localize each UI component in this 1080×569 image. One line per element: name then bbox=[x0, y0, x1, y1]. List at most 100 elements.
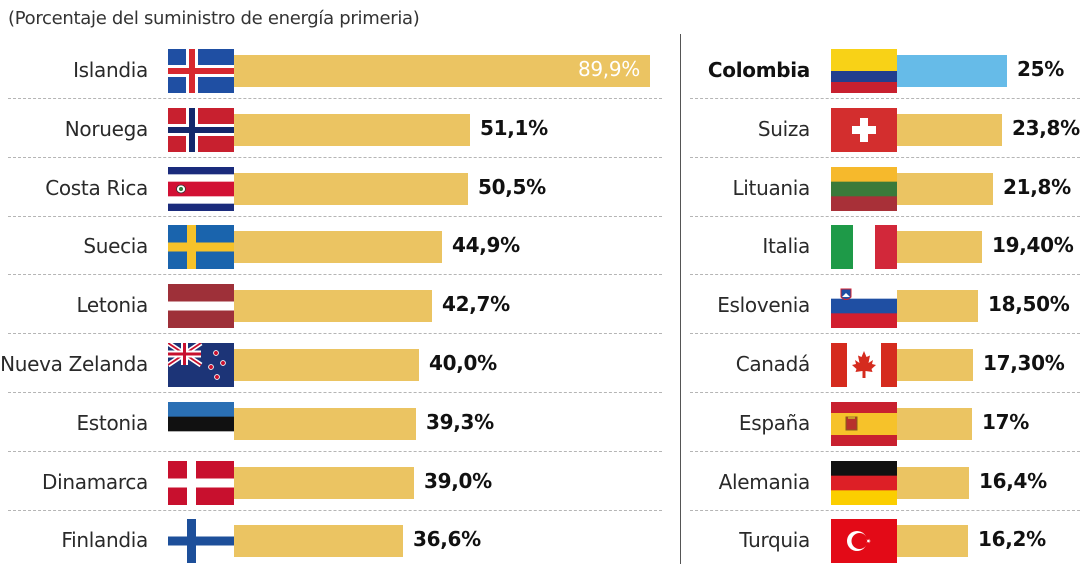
bar bbox=[234, 231, 442, 264]
row-separator bbox=[8, 450, 662, 452]
new-zealand-flag-icon bbox=[168, 343, 234, 387]
data-label: 25% bbox=[1017, 57, 1064, 81]
data-label: 39,3% bbox=[426, 409, 494, 434]
category-label: Estonia bbox=[76, 410, 148, 435]
bar bbox=[897, 231, 982, 264]
data-label: 21,8% bbox=[1003, 174, 1071, 199]
bar-row: Islandia 89,9% bbox=[8, 41, 662, 99]
bar-row: Dinamarca 39,0% bbox=[8, 453, 662, 511]
estonia-flag-icon bbox=[168, 401, 234, 446]
category-label: Alemania bbox=[718, 469, 811, 494]
row-separator bbox=[690, 333, 1080, 335]
bar-row: Suecia 44,9% bbox=[8, 217, 662, 276]
category-label: Islandia bbox=[73, 58, 148, 82]
bar-row: Finlandia 36,6% bbox=[8, 511, 662, 569]
bar bbox=[234, 349, 419, 381]
data-label: 44,9% bbox=[452, 233, 520, 258]
data-label: 50,5% bbox=[478, 174, 546, 199]
bar bbox=[897, 113, 1002, 146]
bar-row: Noruega 51,1% bbox=[8, 100, 662, 158]
category-label: Suiza bbox=[757, 116, 810, 141]
bar bbox=[234, 466, 414, 499]
costa-rica-flag-icon bbox=[168, 166, 234, 211]
bar-row: Lituania 21,8% bbox=[690, 159, 1080, 217]
data-label: 17,30% bbox=[983, 351, 1065, 375]
row-separator bbox=[690, 392, 1080, 393]
bar-row: Estonia 39,3% bbox=[8, 394, 662, 452]
category-label: Canadá bbox=[735, 352, 811, 376]
data-label: 19,40% bbox=[992, 233, 1074, 258]
bar bbox=[897, 407, 972, 440]
row-separator bbox=[8, 274, 662, 276]
turkey-flag-icon bbox=[831, 519, 897, 564]
category-label: Italia bbox=[762, 234, 810, 259]
category-label: Dinamarca bbox=[42, 469, 148, 494]
category-label: Noruega bbox=[64, 116, 149, 141]
bar bbox=[234, 172, 468, 205]
bar-row: Letonia 42,7% bbox=[8, 276, 662, 335]
spain-flag-icon bbox=[831, 401, 897, 446]
data-label: 51,1% bbox=[480, 115, 548, 140]
latvia-flag-icon bbox=[168, 284, 234, 329]
category-label: Turquia bbox=[739, 528, 810, 553]
bar bbox=[897, 349, 973, 381]
category-label: Eslovenia bbox=[717, 293, 810, 318]
canada-flag-icon bbox=[831, 343, 897, 387]
slovenia-flag-icon bbox=[831, 284, 897, 329]
bar-row: Eslovenia 18,50% bbox=[690, 276, 1080, 335]
category-label: Finlandia bbox=[61, 528, 148, 553]
chart-subtitle: (Porcentaje del suministro de energía pr… bbox=[8, 8, 420, 29]
row-separator bbox=[8, 333, 662, 335]
category-label: España bbox=[738, 410, 810, 435]
bar-row: Turquia 16,2% bbox=[690, 511, 1080, 569]
row-separator bbox=[690, 98, 1080, 99]
finland-flag-icon bbox=[168, 519, 234, 564]
sweden-flag-icon bbox=[168, 225, 234, 270]
row-separator bbox=[690, 450, 1080, 452]
bar-row: Canadá 17,30% bbox=[690, 335, 1080, 393]
bar bbox=[234, 525, 403, 558]
data-label: 16,2% bbox=[978, 527, 1046, 552]
row-separator bbox=[8, 392, 662, 393]
data-label: 17% bbox=[982, 409, 1029, 434]
italy-flag-icon bbox=[831, 225, 897, 270]
data-label: 40,0% bbox=[429, 351, 497, 375]
denmark-flag-icon bbox=[168, 460, 234, 505]
category-label: Lituania bbox=[732, 175, 810, 200]
data-label: 89,9% bbox=[577, 57, 640, 81]
bar bbox=[234, 113, 470, 146]
germany-flag-icon bbox=[831, 460, 897, 505]
category-label: Costa Rica bbox=[45, 175, 148, 200]
bar-row: Alemania 16,4% bbox=[690, 453, 1080, 511]
row-separator bbox=[8, 156, 662, 158]
switzerland-flag-icon bbox=[831, 107, 897, 152]
norway-flag-icon bbox=[168, 107, 234, 152]
row-separator bbox=[8, 215, 662, 217]
row-separator bbox=[690, 509, 1080, 511]
category-label: Colombia bbox=[707, 58, 810, 82]
bar bbox=[234, 290, 432, 323]
bar bbox=[897, 525, 968, 558]
category-label: Nueva Zelanda bbox=[0, 352, 148, 376]
lithuania-flag-icon bbox=[831, 166, 897, 211]
panel-divider bbox=[680, 34, 681, 564]
data-label: 16,4% bbox=[979, 468, 1047, 493]
bar-row: Italia 19,40% bbox=[690, 217, 1080, 276]
bar bbox=[897, 55, 1007, 87]
category-label: Suecia bbox=[83, 234, 148, 259]
bar-row: Costa Rica 50,5% bbox=[8, 159, 662, 217]
row-separator bbox=[8, 98, 662, 99]
bar-row: Colombia 25% bbox=[690, 41, 1080, 99]
bar-row: Suiza 23,8% bbox=[690, 100, 1080, 158]
row-separator bbox=[690, 215, 1080, 217]
row-separator bbox=[690, 274, 1080, 276]
bar bbox=[897, 466, 969, 499]
bar-row: Nueva Zelanda 40,0% bbox=[0, 335, 662, 393]
data-label: 42,7% bbox=[442, 292, 510, 317]
row-separator bbox=[8, 509, 662, 511]
bar bbox=[897, 172, 993, 205]
bar bbox=[234, 407, 416, 440]
data-label: 18,50% bbox=[988, 292, 1070, 317]
colombia-flag-icon bbox=[831, 49, 897, 93]
row-separator bbox=[690, 156, 1080, 158]
